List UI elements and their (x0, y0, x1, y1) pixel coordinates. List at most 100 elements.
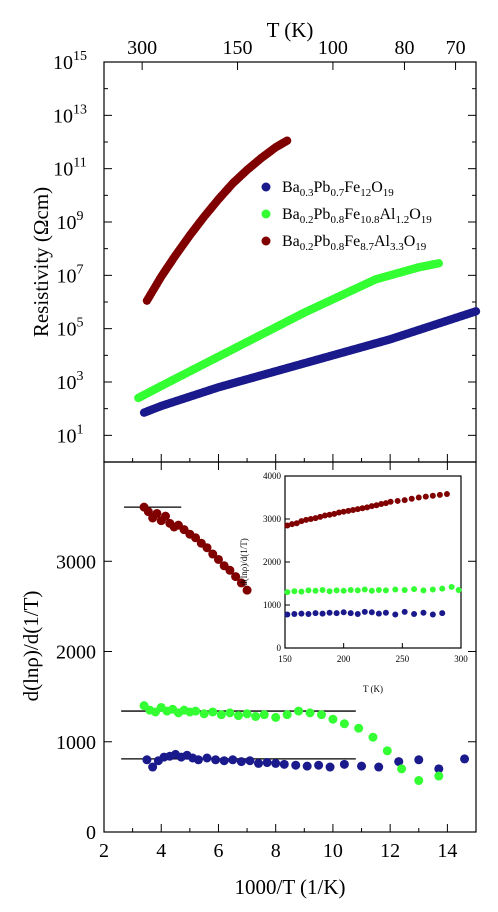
inset-frame (284, 475, 462, 649)
inset-data-point (361, 586, 368, 593)
inset-y-tick-label: 1000 (263, 600, 282, 610)
bottom-series-1 (139, 701, 444, 786)
bottom-data-point (368, 732, 378, 742)
top-data-point (282, 136, 292, 145)
inset-data-point (293, 520, 300, 527)
bottom-data-point (211, 755, 221, 765)
inset-data-point (340, 587, 347, 594)
bottom-data-point (161, 511, 171, 521)
top-y-axis-label: Resistivity (Ωcm) (29, 187, 53, 337)
inset-data-point (350, 506, 357, 513)
bottom-plot-frame (103, 461, 477, 833)
top-y-tick-label: 109 (57, 209, 84, 234)
top-axis-tick-label: 100 (318, 37, 348, 59)
bottom-y-tick-label: 3000 (56, 551, 96, 573)
bottom-data-point (202, 753, 212, 763)
top-axis-tick-label: 150 (223, 37, 253, 59)
inset-data-point (387, 498, 394, 505)
bottom-data-point (271, 758, 281, 768)
bottom-data-point (314, 760, 324, 770)
inset-data-point (335, 509, 342, 516)
inset-data-point (368, 503, 375, 510)
inset-data-point (422, 493, 429, 500)
inset-data-point (326, 588, 333, 595)
inset-data-point (354, 611, 361, 618)
bottom-data-point (294, 706, 304, 716)
inset-y-tick-label: 4000 (263, 471, 282, 481)
inset-x-tick-label: 200 (337, 654, 351, 664)
bottom-data-point (262, 758, 272, 768)
bottom-data-point (339, 719, 349, 729)
bottom-data-point (245, 756, 255, 766)
bottom-data-point (282, 710, 292, 720)
bottom-data-point (208, 707, 218, 717)
inset-data-point (382, 500, 389, 507)
inset-data-point (291, 588, 298, 595)
bottom-y-tick-label: 2000 (56, 642, 96, 664)
bottom-data-point (242, 585, 252, 595)
inset-x-tick-label: 300 (454, 654, 468, 664)
inset-data-point (319, 610, 326, 617)
inset-data-point (382, 609, 389, 616)
legend-entry: Ba0.2Pb0.8Fe10.8Al1.2O19 (282, 206, 432, 226)
top-y-tick-label: 107 (57, 262, 84, 287)
bottom-data-point (191, 533, 201, 543)
inset-data-point (392, 611, 399, 618)
bottom-data-point (357, 761, 367, 771)
inset-data-point (345, 507, 352, 514)
inset-data-point (305, 611, 312, 618)
legend-marker (261, 209, 271, 219)
inset-data-point (312, 515, 319, 522)
legend-marker (261, 182, 271, 192)
bottom-data-point (339, 759, 349, 769)
inset-series-1 (284, 583, 462, 596)
inset-data-point (291, 611, 298, 618)
bottom-x-axis-label: 1000/T (1/K) (234, 875, 345, 899)
inset-data-point (439, 585, 446, 592)
legend-entry: Ba0.2Pb0.8Fe8.7Al3.3O19 (282, 233, 427, 253)
top-y-tick-label: 103 (57, 369, 84, 394)
bottom-data-point (251, 711, 261, 721)
inset-data-point (375, 610, 382, 617)
bottom-data-point (199, 709, 209, 719)
top-data-point (434, 259, 443, 268)
inset-data-point (373, 502, 380, 509)
bottom-data-point (382, 746, 392, 756)
inset-data-point (411, 586, 418, 593)
inset-data-point (340, 609, 347, 616)
top-axis-label: T (K) (267, 18, 314, 42)
inset-data-point (326, 609, 333, 616)
inset-data-point (303, 516, 310, 523)
inset-data-point (326, 511, 333, 518)
legend-entry: Ba0.3Pb0.7Fe12O19 (282, 179, 394, 199)
bottom-data-point (354, 723, 364, 733)
legend-marker (261, 236, 271, 246)
bottom-data-point (191, 706, 201, 716)
inset-series-2 (284, 491, 450, 529)
inset-data-point (284, 589, 291, 596)
inset-data-point (401, 497, 408, 504)
inset-data-point (354, 587, 361, 594)
bottom-x-tick-label: 2 (99, 840, 109, 862)
inset-data-point (382, 587, 389, 594)
bottom-data-point (325, 762, 335, 772)
inset-data-point (340, 508, 347, 515)
bottom-data-point (225, 565, 235, 575)
bottom-series-0 (142, 749, 470, 774)
top-axis-tick-label: 80 (394, 37, 414, 59)
inset-data-point (331, 510, 338, 517)
bottom-data-point (434, 764, 444, 774)
inset-data-point (298, 518, 305, 525)
bottom-data-point (291, 760, 301, 770)
bottom-data-point (394, 757, 404, 767)
top-ticks: 300 150 100 80 70 1015 1013 1011 109 107 105 103 101 (53, 37, 477, 463)
inset-data-point (368, 587, 375, 594)
bottom-x-tick-label: 12 (380, 840, 400, 862)
bottom-data-point (259, 710, 269, 720)
top-axis-tick-label: 70 (446, 37, 466, 59)
bottom-data-point (219, 756, 229, 766)
inset-data-point (429, 611, 436, 618)
inset-x-axis-label: T (K) (363, 684, 383, 694)
